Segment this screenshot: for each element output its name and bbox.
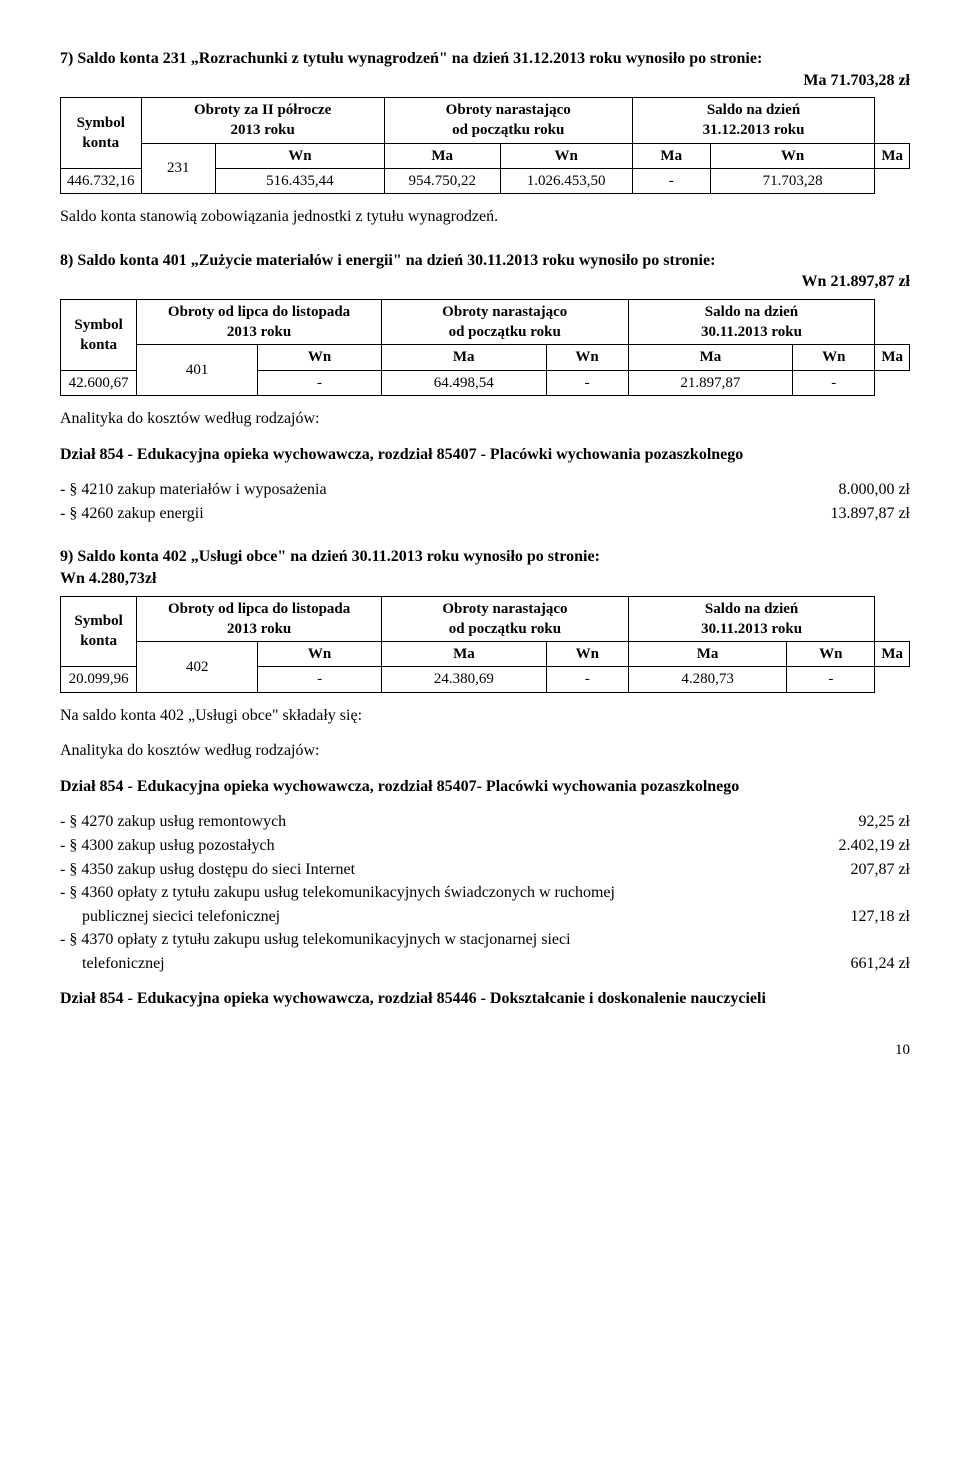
table-row: Symbol konta Obroty od lipca do listopad… [61, 596, 910, 642]
item-label: - § 4300 zakup usług pozostałych [60, 835, 818, 857]
item-amount: 661,24 zł [830, 953, 910, 975]
table-row: Symbol konta Obroty od lipca do listopad… [61, 299, 910, 345]
cell: 1.026.453,50 [500, 168, 632, 193]
cell: 64.498,54 [381, 370, 546, 395]
section-8-amount: Wn 21.897,87 zł [782, 271, 910, 293]
item-label-cont: telefonicznej [60, 953, 830, 975]
table-401: Symbol konta Obroty od lipca do listopad… [60, 299, 910, 396]
cell: - [258, 370, 382, 395]
item-amount: 127,18 zł [830, 906, 910, 928]
item-label: - § 4370 opłaty z tytułu zakupu usług te… [60, 929, 910, 951]
item-label: - § 4210 zakup materiałów i wyposażenia [60, 479, 818, 501]
section-9-note1: Na saldo konta 402 „Usługi obce" składał… [60, 705, 910, 727]
table-row: 401 Wn Ma Wn Ma Wn Ma [61, 345, 910, 370]
col-ma: Ma [381, 345, 546, 370]
list-item: - § 4360 opłaty z tytułu zakupu usług te… [60, 882, 910, 927]
table-row: 231 Wn Ma Wn Ma Wn Ma [61, 143, 910, 168]
cell: - [258, 667, 382, 692]
col-wn: Wn [546, 345, 628, 370]
col-wn: Wn [793, 345, 875, 370]
col-ma: Ma [875, 143, 910, 168]
section-9-dzial: Dział 854 - Edukacyjna opieka wychowawcz… [60, 776, 910, 798]
list-item: - § 4300 zakup usług pozostałych 2.402,1… [60, 835, 910, 857]
col-wn: Wn [787, 642, 875, 667]
col-obroty-nar: Obroty narastająco od początku roku [382, 596, 629, 642]
list-item: - § 4350 zakup usług dostępu do sieci In… [60, 859, 910, 881]
table-231: Symbol konta Obroty za II półrocze 2013 … [60, 97, 910, 194]
section-8-heading: 8) Saldo konta 401 „Zużycie materiałów i… [60, 250, 910, 293]
cell: - [546, 667, 628, 692]
col-obroty-nar: Obroty narastająco od początku roku [384, 98, 632, 144]
item-label: - § 4260 zakup energii [60, 503, 810, 525]
col-obroty-nar: Obroty narastająco od początku roku [381, 299, 628, 345]
table-row: 402 Wn Ma Wn Ma Wn Ma [61, 642, 910, 667]
col-wn: Wn [258, 345, 382, 370]
col-wn: Wn [215, 143, 384, 168]
section-9-dzial2: Dział 854 - Edukacyjna opieka wychowawcz… [60, 988, 910, 1010]
col-ma: Ma [875, 345, 910, 370]
item-label: - § 4350 zakup usług dostępu do sieci In… [60, 859, 830, 881]
col-ma: Ma [875, 642, 910, 667]
section-8-analityka: Analityka do kosztów według rodzajów: [60, 408, 910, 430]
col-symbol: Symbol konta [61, 98, 142, 169]
item-amount: 2.402,19 zł [818, 835, 910, 857]
list-item: - § 4210 zakup materiałów i wyposażenia … [60, 479, 910, 501]
list-item: - § 4270 zakup usług remontowych 92,25 z… [60, 811, 910, 833]
cell: 4.280,73 [628, 667, 786, 692]
col-wn: Wn [710, 143, 875, 168]
section-9-heading: 9) Saldo konta 402 „Usługi obce" na dzie… [60, 546, 910, 589]
section-7-title: 7) Saldo konta 231 „Rozrachunki z tytułu… [60, 50, 762, 67]
col-obroty-lipca: Obroty od lipca do listopada 2013 roku [137, 596, 382, 642]
item-amount: 207,87 zł [830, 859, 910, 881]
col-wn: Wn [500, 143, 632, 168]
cell: 42.600,67 [61, 370, 137, 395]
section-8-title: 8) Saldo konta 401 „Zużycie materiałów i… [60, 252, 715, 269]
cell: - [793, 370, 875, 395]
col-ma: Ma [628, 642, 786, 667]
cell: - [787, 667, 875, 692]
col-wn: Wn [258, 642, 382, 667]
item-amount: 13.897,87 zł [810, 503, 910, 525]
item-label: - § 4360 opłaty z tytułu zakupu usług te… [60, 882, 910, 904]
table-row: Symbol konta Obroty za II półrocze 2013 … [61, 98, 910, 144]
cell: - [546, 370, 628, 395]
section-7-note: Saldo konta stanowią zobowiązania jednos… [60, 206, 910, 228]
cell-symbol: 402 [137, 642, 258, 693]
col-saldo: Saldo na dzień 30.11.2013 roku [628, 596, 874, 642]
list-item: - § 4260 zakup energii 13.897,87 zł [60, 503, 910, 525]
col-saldo: Saldo na dzień 31.12.2013 roku [632, 98, 875, 144]
col-saldo: Saldo na dzień 30.11.2013 roku [628, 299, 875, 345]
section-7-heading: 7) Saldo konta 231 „Rozrachunki z tytułu… [60, 48, 910, 91]
section-7-amount: Ma 71.703,28 zł [783, 70, 910, 92]
page-number: 10 [60, 1040, 910, 1060]
table-402: Symbol konta Obroty od lipca do listopad… [60, 596, 910, 693]
item-label-cont: publicznej siecici telefonicznej [60, 906, 830, 928]
item-amount: 8.000,00 zł [818, 479, 910, 501]
section-9-analityka: Analityka do kosztów według rodzajów: [60, 740, 910, 762]
cell: 446.732,16 [61, 168, 142, 193]
list-item: - § 4370 opłaty z tytułu zakupu usług te… [60, 929, 910, 974]
item-amount: 92,25 zł [838, 811, 910, 833]
col-ma: Ma [384, 143, 500, 168]
cell: 21.897,87 [628, 370, 793, 395]
col-ma: Ma [632, 143, 710, 168]
col-symbol: Symbol konta [61, 299, 137, 370]
cell: 24.380,69 [382, 667, 547, 692]
item-label: - § 4270 zakup usług remontowych [60, 811, 838, 833]
cell: 20.099,96 [61, 667, 137, 692]
cell: - [632, 168, 710, 193]
col-obroty-lipca: Obroty od lipca do listopada 2013 roku [137, 299, 382, 345]
cell: 516.435,44 [215, 168, 384, 193]
cell: 71.703,28 [710, 168, 875, 193]
col-ma: Ma [628, 345, 793, 370]
col-wn: Wn [546, 642, 628, 667]
col-ma: Ma [382, 642, 547, 667]
col-symbol: Symbol konta [61, 596, 137, 667]
cell: 954.750,22 [384, 168, 500, 193]
col-obroty-ii: Obroty za II półrocze 2013 roku [141, 98, 384, 144]
cell-symbol: 231 [141, 143, 215, 194]
cell-symbol: 401 [137, 345, 258, 396]
section-8-dzial: Dział 854 - Edukacyjna opieka wychowawcz… [60, 444, 910, 466]
